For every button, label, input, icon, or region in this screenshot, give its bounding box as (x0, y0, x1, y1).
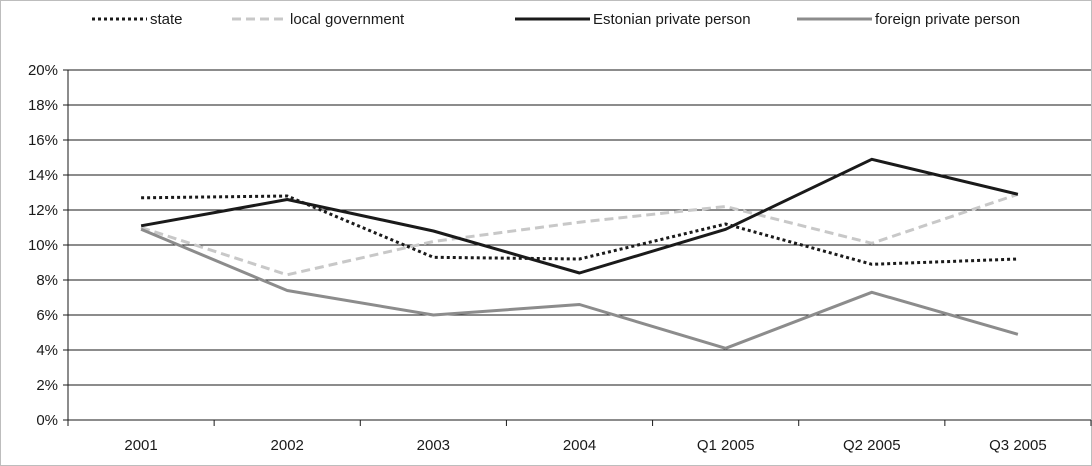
legend-label: local government (290, 11, 405, 28)
series-line-local-government (140, 192, 1019, 277)
x-tick-label: 2002 (271, 437, 304, 454)
series-line-estonian-private-person (140, 157, 1019, 275)
x-tick-label: Q1 2005 (697, 437, 755, 454)
y-tick-label: 8% (36, 272, 58, 289)
legend-label: state (150, 11, 183, 28)
x-tick-label: 2001 (124, 437, 157, 454)
series-lines (140, 157, 1019, 350)
legend-label: foreign private person (875, 11, 1020, 28)
series-line-foreign-private-person (140, 227, 1019, 350)
y-tick-label: 2% (36, 377, 58, 394)
gridlines (68, 69, 1091, 386)
x-tick-label: 2004 (563, 437, 596, 454)
y-tick-label: 6% (36, 307, 58, 324)
y-tick-label: 20% (28, 62, 58, 79)
series-line-state (141, 194, 1018, 266)
legend: state local government Estonian private pe… (92, 11, 1020, 28)
x-tick-label: 2003 (417, 437, 450, 454)
y-tick-label: 12% (28, 202, 58, 219)
axes: 0% 2% 4% 6% 8% 10% 12% 14% 16% 18% 20% 2001 2002 2003… (28, 62, 1092, 454)
legend-label: Estonian private person (593, 11, 751, 28)
y-tick-label: 14% (28, 167, 58, 184)
x-tick-label: Q2 2005 (843, 437, 901, 454)
y-tick-label: 10% (28, 237, 58, 254)
y-tick-label: 0% (36, 412, 58, 429)
y-tick-label: 18% (28, 97, 58, 114)
y-tick-label: 16% (28, 132, 58, 149)
y-tick-label: 4% (36, 342, 58, 359)
x-tick-label: Q3 2005 (989, 437, 1047, 454)
